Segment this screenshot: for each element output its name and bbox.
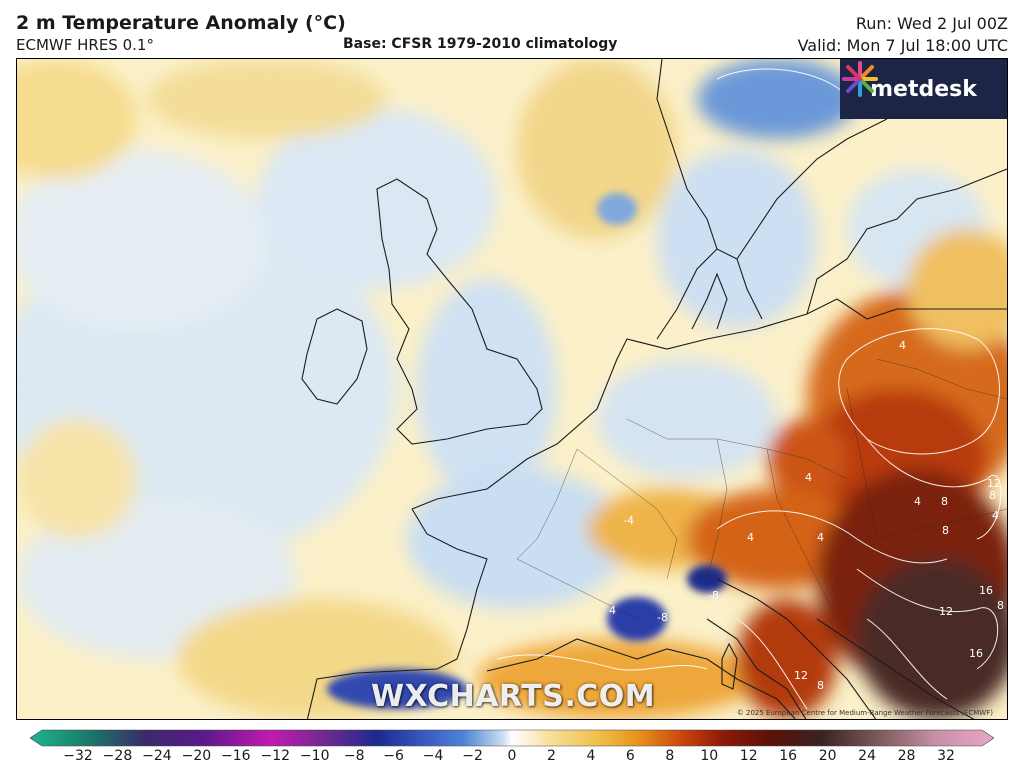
contour-label: 4 xyxy=(609,604,616,617)
coastlines xyxy=(301,59,1007,719)
colorbar-tick-label: 8 xyxy=(665,748,675,764)
colorbar-tick-label: 20 xyxy=(818,748,837,764)
colorbar-tick-label: −20 xyxy=(181,748,212,764)
colorbar-tick-label: 2 xyxy=(546,748,556,764)
contour-label: 8 xyxy=(997,599,1004,612)
contour-label: 4 xyxy=(899,339,906,352)
colorbar-tick-label: −4 xyxy=(422,748,444,764)
contour-label: 12 xyxy=(794,669,808,682)
colorbar-tick-label: 12 xyxy=(739,748,758,764)
contour-label: 4 xyxy=(747,531,754,544)
colorbar-tick-label: −28 xyxy=(102,748,133,764)
copyright-notice: © 2025 European Centre for Medium-Range … xyxy=(736,709,993,717)
contour-labels: 4 4 4 4 4 4 4 8 8 8 8 8 12 12 12 16 16 -… xyxy=(609,339,1004,692)
colorbar-tick-label: 10 xyxy=(700,748,719,764)
colorbar-tick-label: 28 xyxy=(897,748,916,764)
contour-label: -4 xyxy=(623,514,634,527)
model-label: ECMWF HRES 0.1° xyxy=(16,36,154,54)
contour-label: 16 xyxy=(979,584,993,597)
colorbar-tick-label: −10 xyxy=(299,748,330,764)
contour-label: 12 xyxy=(987,477,1001,490)
contour-label: -8 xyxy=(708,589,719,602)
colorbar-tick-label: 16 xyxy=(779,748,798,764)
colorbar-tick-label: −8 xyxy=(343,748,365,764)
colorbar-tick-label: −12 xyxy=(260,748,291,764)
colorbar-tick-label: −6 xyxy=(383,748,404,764)
contour-label: 8 xyxy=(942,524,949,537)
contour-label: -8 xyxy=(657,611,668,624)
contour-label: 16 xyxy=(969,647,983,660)
colorbar-tick-label: −2 xyxy=(462,748,483,764)
metdesk-logo-text: metdesk xyxy=(870,76,977,102)
colorbar-tick-label: 32 xyxy=(937,748,955,764)
contour-label: 4 xyxy=(817,531,824,544)
contour-label: 8 xyxy=(817,679,824,692)
metdesk-starburst-icon xyxy=(842,61,878,97)
contour-label: 4 xyxy=(914,495,921,508)
climatology-base-label: Base: CFSR 1979-2010 climatology xyxy=(343,36,618,52)
wxcharts-watermark: WXCHARTS.COM xyxy=(371,679,656,714)
colorbar-tick-label: 6 xyxy=(625,748,635,764)
contour-label: 8 xyxy=(989,489,996,502)
map-title: 2 m Temperature Anomaly (°C) xyxy=(16,12,346,34)
colorbar-tick-label: −32 xyxy=(63,748,93,764)
colorbar-tick-label: −16 xyxy=(221,748,251,764)
contour-label: 12 xyxy=(939,605,953,618)
colorbar-tick-label: 24 xyxy=(858,748,876,764)
contour-label: 8 xyxy=(941,495,948,508)
temperature-anomaly-map[interactable]: 4 4 4 4 4 4 4 8 8 8 8 8 12 12 12 16 16 -… xyxy=(16,58,1008,720)
colorbar-tick-label: 0 xyxy=(507,748,517,764)
contour-label: 4 xyxy=(992,509,999,522)
colorbar-tick-label: 4 xyxy=(586,748,596,764)
run-time-label: Run: Wed 2 Jul 00Z xyxy=(855,14,1008,33)
country-borders xyxy=(516,358,1007,620)
map-field: 4 4 4 4 4 4 4 8 8 8 8 8 12 12 12 16 16 -… xyxy=(17,59,1007,719)
colorbar-tick-labels: −32 −28 −24 −20 −16 −12 −10 −8 −6 −4 −2 0 2 4 6 8 10 12 16… xyxy=(0,748,1024,768)
metdesk-logo: metdesk xyxy=(840,59,1007,119)
contour-label: 4 xyxy=(805,471,812,484)
anomaly-shading xyxy=(17,59,1007,719)
valid-time-label: Valid: Mon 7 Jul 18:00 UTC xyxy=(797,36,1008,55)
colorbar xyxy=(30,729,994,747)
colorbar-tick-label: −24 xyxy=(142,748,172,764)
